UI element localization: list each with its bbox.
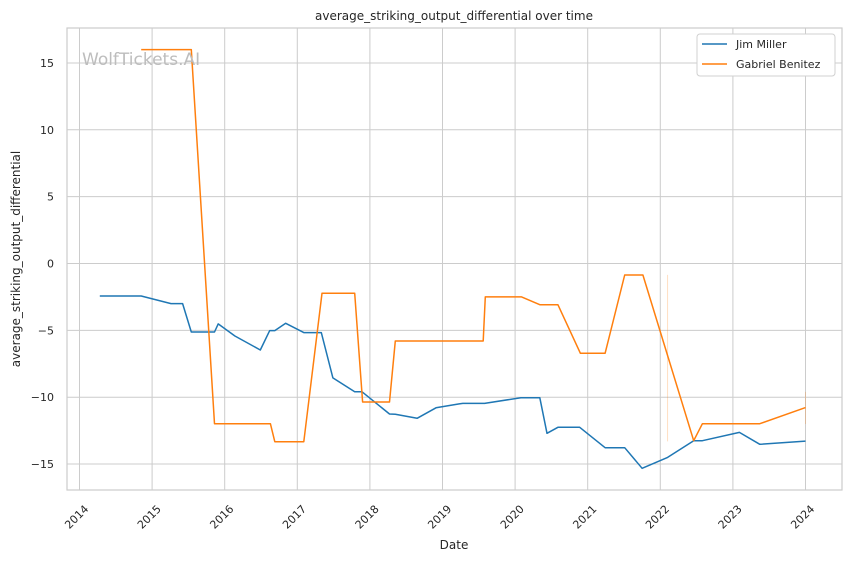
y-tick-label: 5 (47, 191, 54, 204)
y-tick-label: 0 (47, 258, 54, 271)
x-tick-label: 2017 (280, 503, 309, 532)
y-tick-label: 10 (40, 124, 54, 137)
watermark: WolfTickets.AI (82, 50, 200, 70)
x-tick-label: 2016 (207, 503, 236, 532)
series-line-jim-miller (99, 295, 806, 470)
y-tick-label: −15 (31, 458, 54, 471)
y-tick-label: −10 (31, 391, 54, 404)
legend: Jim Miller Gabriel Benitez (696, 33, 836, 77)
chart-title: average_striking_output_differential ove… (315, 9, 593, 23)
x-tick-label: 2024 (788, 503, 817, 532)
x-tick-label: 2023 (716, 503, 745, 532)
plot-area (66, 27, 843, 491)
legend-label-jim-miller: Jim Miller (735, 38, 787, 51)
y-tick-label: 15 (40, 57, 54, 70)
x-tick-label: 2019 (425, 503, 454, 532)
x-axis-label: Date (440, 538, 469, 552)
x-tick-label: 2021 (570, 503, 599, 532)
legend-label-gabriel-benitez: Gabriel Benitez (736, 58, 821, 71)
x-tick-label: 2014 (62, 503, 91, 532)
y-tick-label: −5 (38, 324, 54, 337)
y-axis-label: average_striking_output_differential (9, 151, 23, 367)
x-tick-label: 2018 (353, 503, 382, 532)
series-line-gabriel-benitez (141, 48, 806, 443)
x-tick-label: 2022 (643, 503, 672, 532)
x-tick-label: 2015 (135, 503, 164, 532)
x-tick-label: 2020 (498, 503, 527, 532)
